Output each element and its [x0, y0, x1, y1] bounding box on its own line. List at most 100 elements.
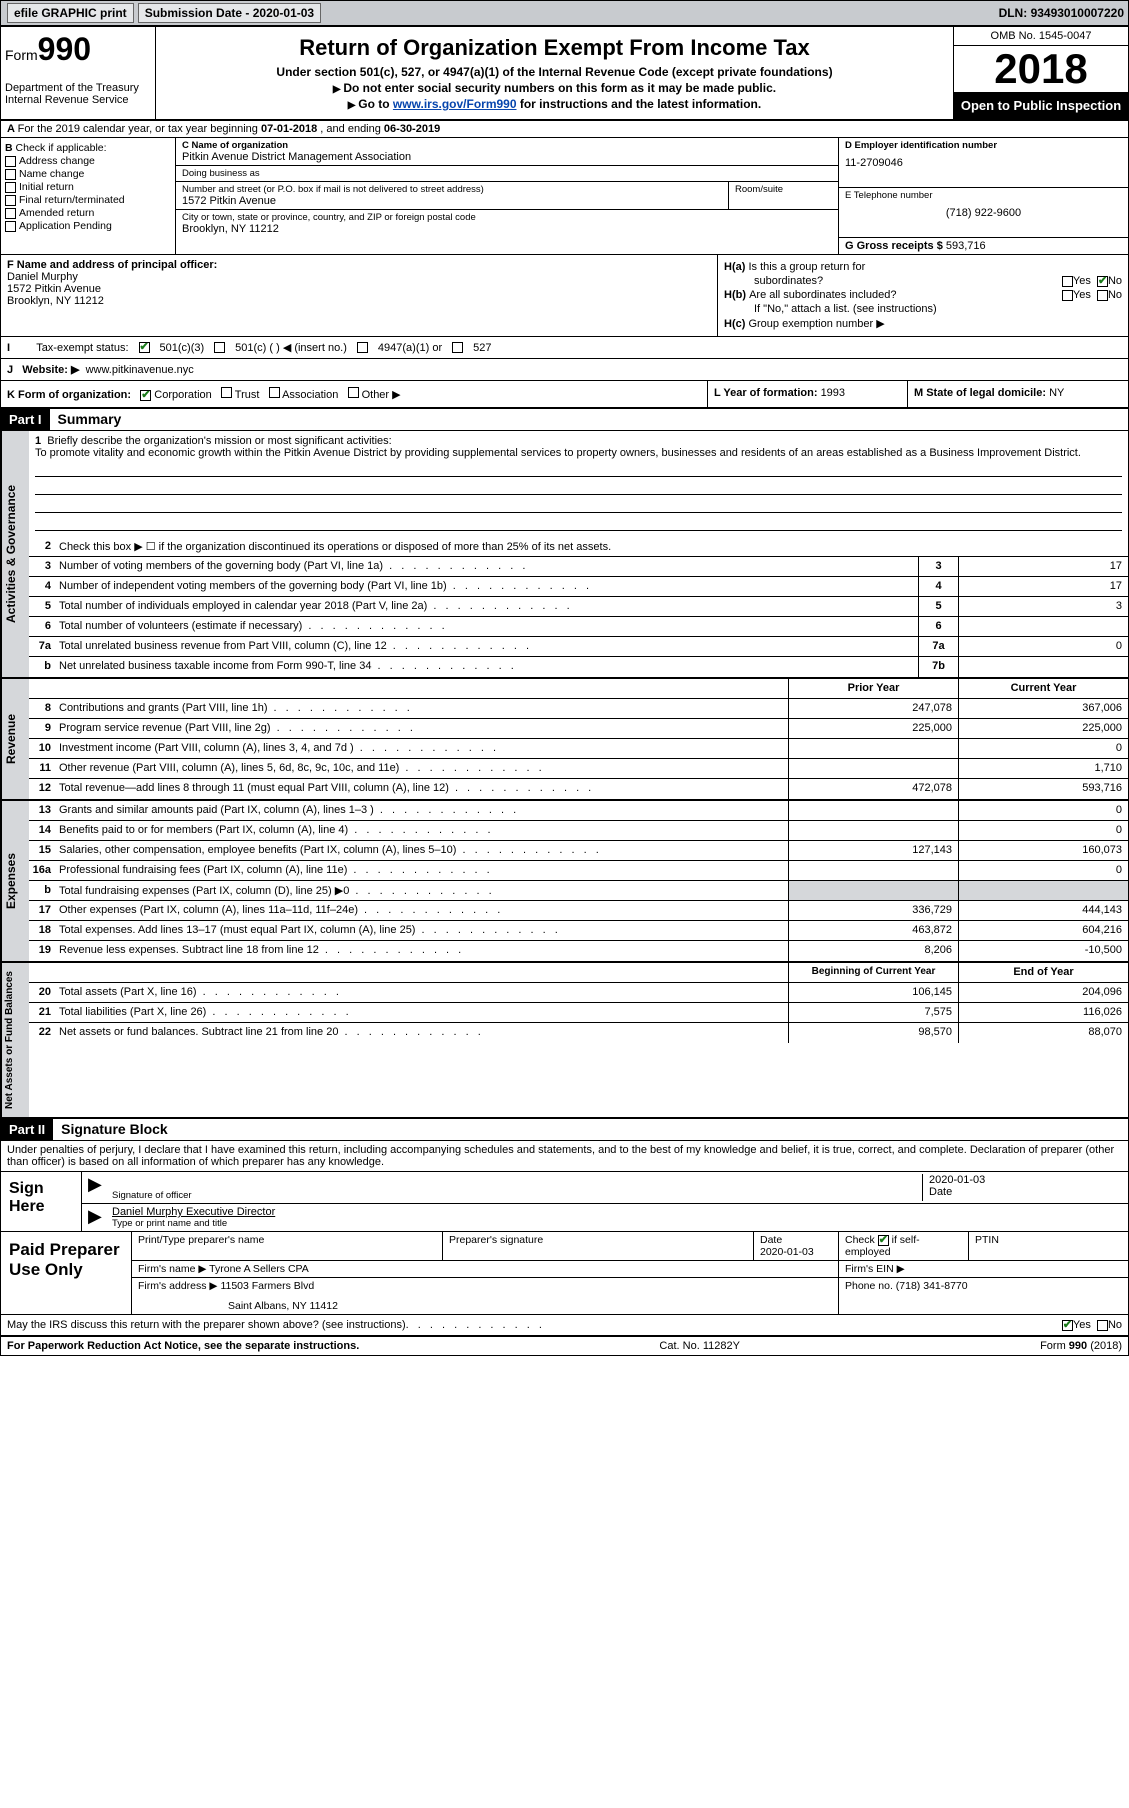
line-12: 12 Total revenue—add lines 8 through 11 … [29, 779, 1128, 799]
line-19: 19 Revenue less expenses. Subtract line … [29, 941, 1128, 961]
part2-header: Part II [1, 1119, 53, 1140]
line-18: 18 Total expenses. Add lines 13–17 (must… [29, 921, 1128, 941]
line-b: b Total fundraising expenses (Part IX, c… [29, 881, 1128, 901]
name-arrow-icon: ▶ [88, 1206, 112, 1229]
cb-hb-no[interactable] [1097, 290, 1108, 301]
line-13: 13 Grants and similar amounts paid (Part… [29, 801, 1128, 821]
firm-phone-cell: Phone no. (718) 341-8770 [838, 1278, 1128, 1314]
principal-officer-cell: F Name and address of principal officer:… [1, 255, 718, 336]
subtitle-3: Go to www.irs.gov/Form990 for instructio… [164, 97, 945, 111]
line-17: 17 Other expenses (Part IX, column (A), … [29, 901, 1128, 921]
line-16a: 16a Professional fundraising fees (Part … [29, 861, 1128, 881]
officer-name-field: Daniel Murphy Executive DirectorType or … [112, 1206, 1122, 1229]
org-name-cell: C Name of organization Pitkin Avenue Dis… [176, 138, 838, 166]
cb-discuss-yes[interactable] [1062, 1320, 1073, 1331]
officer-signature-field[interactable]: Signature of officer [112, 1174, 922, 1201]
line-1-mission: 1 Briefly describe the organization's mi… [29, 431, 1128, 537]
cb-other[interactable] [348, 387, 359, 398]
cb-trust[interactable] [221, 387, 232, 398]
col-prior-year: Prior Year [788, 679, 958, 698]
cb-ha-no[interactable] [1097, 276, 1108, 287]
cb-self-employed[interactable] [878, 1235, 889, 1246]
dba-cell: Doing business as [176, 166, 838, 182]
cb-corporation[interactable] [140, 390, 151, 401]
firm-ein-cell: Firm's EIN ▶ [838, 1261, 1128, 1278]
paid-preparer-label: Paid Preparer Use Only [1, 1232, 131, 1314]
tab-revenue: Revenue [1, 679, 29, 799]
cb-application-pending[interactable] [5, 221, 16, 232]
firm-address-cell: Firm's address ▶ 11503 Farmers Blvd Sain… [131, 1278, 838, 1314]
cb-final-return[interactable] [5, 195, 16, 206]
form-number: Form990 [5, 31, 151, 68]
perjury-statement: Under penalties of perjury, I declare th… [1, 1141, 1128, 1172]
omb-number: OMB No. 1545-0047 [954, 27, 1128, 46]
cb-ha-yes[interactable] [1062, 276, 1073, 287]
line-8: 8 Contributions and grants (Part VIII, l… [29, 699, 1128, 719]
section-b-checkboxes: B Check if applicable: Address change Na… [1, 138, 176, 254]
cb-501c3[interactable] [139, 342, 150, 353]
section-h: H(a) Is this a group return for subordin… [718, 255, 1128, 336]
subtitle-2: Do not enter social security numbers on … [164, 81, 945, 95]
line-10: 10 Investment income (Part VIII, column … [29, 739, 1128, 759]
line-14: 14 Benefits paid to or for members (Part… [29, 821, 1128, 841]
line-6: 6 Total number of volunteers (estimate i… [29, 617, 1128, 637]
line-9: 9 Program service revenue (Part VIII, li… [29, 719, 1128, 739]
signature-arrow-icon: ▶ [88, 1174, 112, 1201]
phone-cell: E Telephone number (718) 922-9600 [839, 188, 1128, 238]
city-cell: City or town, state or province, country… [176, 210, 838, 237]
cb-hb-yes[interactable] [1062, 290, 1073, 301]
line-2: Check this box ▶ ☐ if the organization d… [57, 537, 1128, 556]
street-address-cell: Number and street (or P.O. box if mail i… [176, 182, 728, 209]
line-5: 5 Total number of individuals employed i… [29, 597, 1128, 617]
col-current-year: Current Year [958, 679, 1128, 698]
form-header: Form990 Department of the Treasury Inter… [1, 27, 1128, 121]
part2-title: Signature Block [53, 1119, 176, 1140]
open-inspection: Open to Public Inspection [954, 92, 1128, 119]
line-7a: 7a Total unrelated business revenue from… [29, 637, 1128, 657]
cb-4947[interactable] [357, 342, 368, 353]
form-of-org-cell: K Form of organization: Corporation Trus… [1, 381, 708, 407]
cb-association[interactable] [269, 387, 280, 398]
firm-name-cell: Firm's name ▶ Tyrone A Sellers CPA [131, 1261, 838, 1278]
line-11: 11 Other revenue (Part VIII, column (A),… [29, 759, 1128, 779]
gross-receipts-cell: G Gross receipts $ 593,716 [839, 238, 1128, 254]
efile-button[interactable]: efile GRAPHIC print [7, 3, 134, 23]
line-22: 22 Net assets or fund balances. Subtract… [29, 1023, 1128, 1043]
irs-link[interactable]: www.irs.gov/Form990 [393, 97, 517, 111]
cb-initial-return[interactable] [5, 182, 16, 193]
cb-address-change[interactable] [5, 156, 16, 167]
part1-header: Part I [1, 409, 50, 430]
cb-amended-return[interactable] [5, 208, 16, 219]
ein-cell: D Employer identification number 11-2709… [839, 138, 1128, 188]
discuss-row: May the IRS discuss this return with the… [1, 1315, 1128, 1335]
line-3: 3 Number of voting members of the govern… [29, 557, 1128, 577]
line-20: 20 Total assets (Part X, line 16) 106,14… [29, 983, 1128, 1003]
prep-self-employed-cell: Check if self-employed [838, 1232, 968, 1261]
tab-expenses: Expenses [1, 801, 29, 961]
prep-sig-cell[interactable]: Preparer's signature [442, 1232, 753, 1261]
line-b: b Net unrelated business taxable income … [29, 657, 1128, 677]
cb-527[interactable] [452, 342, 463, 353]
room-suite-cell: Room/suite [728, 182, 838, 209]
tax-year: 2018 [954, 46, 1128, 92]
cb-name-change[interactable] [5, 169, 16, 180]
dln-label: DLN: 93493010007220 [999, 6, 1124, 20]
prep-name-cell: Print/Type preparer's name [131, 1232, 442, 1261]
row-a-tax-year: A For the 2019 calendar year, or tax yea… [1, 121, 1128, 138]
page-footer: For Paperwork Reduction Act Notice, see … [1, 1337, 1128, 1355]
line-4: 4 Number of independent voting members o… [29, 577, 1128, 597]
line-21: 21 Total liabilities (Part X, line 26) 7… [29, 1003, 1128, 1023]
top-toolbar: efile GRAPHIC print Submission Date - 20… [0, 0, 1129, 26]
col-end-year: End of Year [958, 963, 1128, 982]
tab-net-assets: Net Assets or Fund Balances [1, 963, 29, 1117]
cb-discuss-no[interactable] [1097, 1320, 1108, 1331]
line-15: 15 Salaries, other compensation, employe… [29, 841, 1128, 861]
tab-governance: Activities & Governance [1, 431, 29, 677]
cb-501c[interactable] [214, 342, 225, 353]
submission-date-box: Submission Date - 2020-01-03 [138, 3, 321, 23]
sign-here-label: Sign Here [1, 1172, 81, 1231]
form-title: Return of Organization Exempt From Incom… [164, 35, 945, 61]
dept-treasury: Department of the Treasury Internal Reve… [5, 82, 151, 106]
prep-date-cell: Date2020-01-03 [753, 1232, 838, 1261]
year-formation-cell: L Year of formation: 1993 [708, 381, 908, 407]
